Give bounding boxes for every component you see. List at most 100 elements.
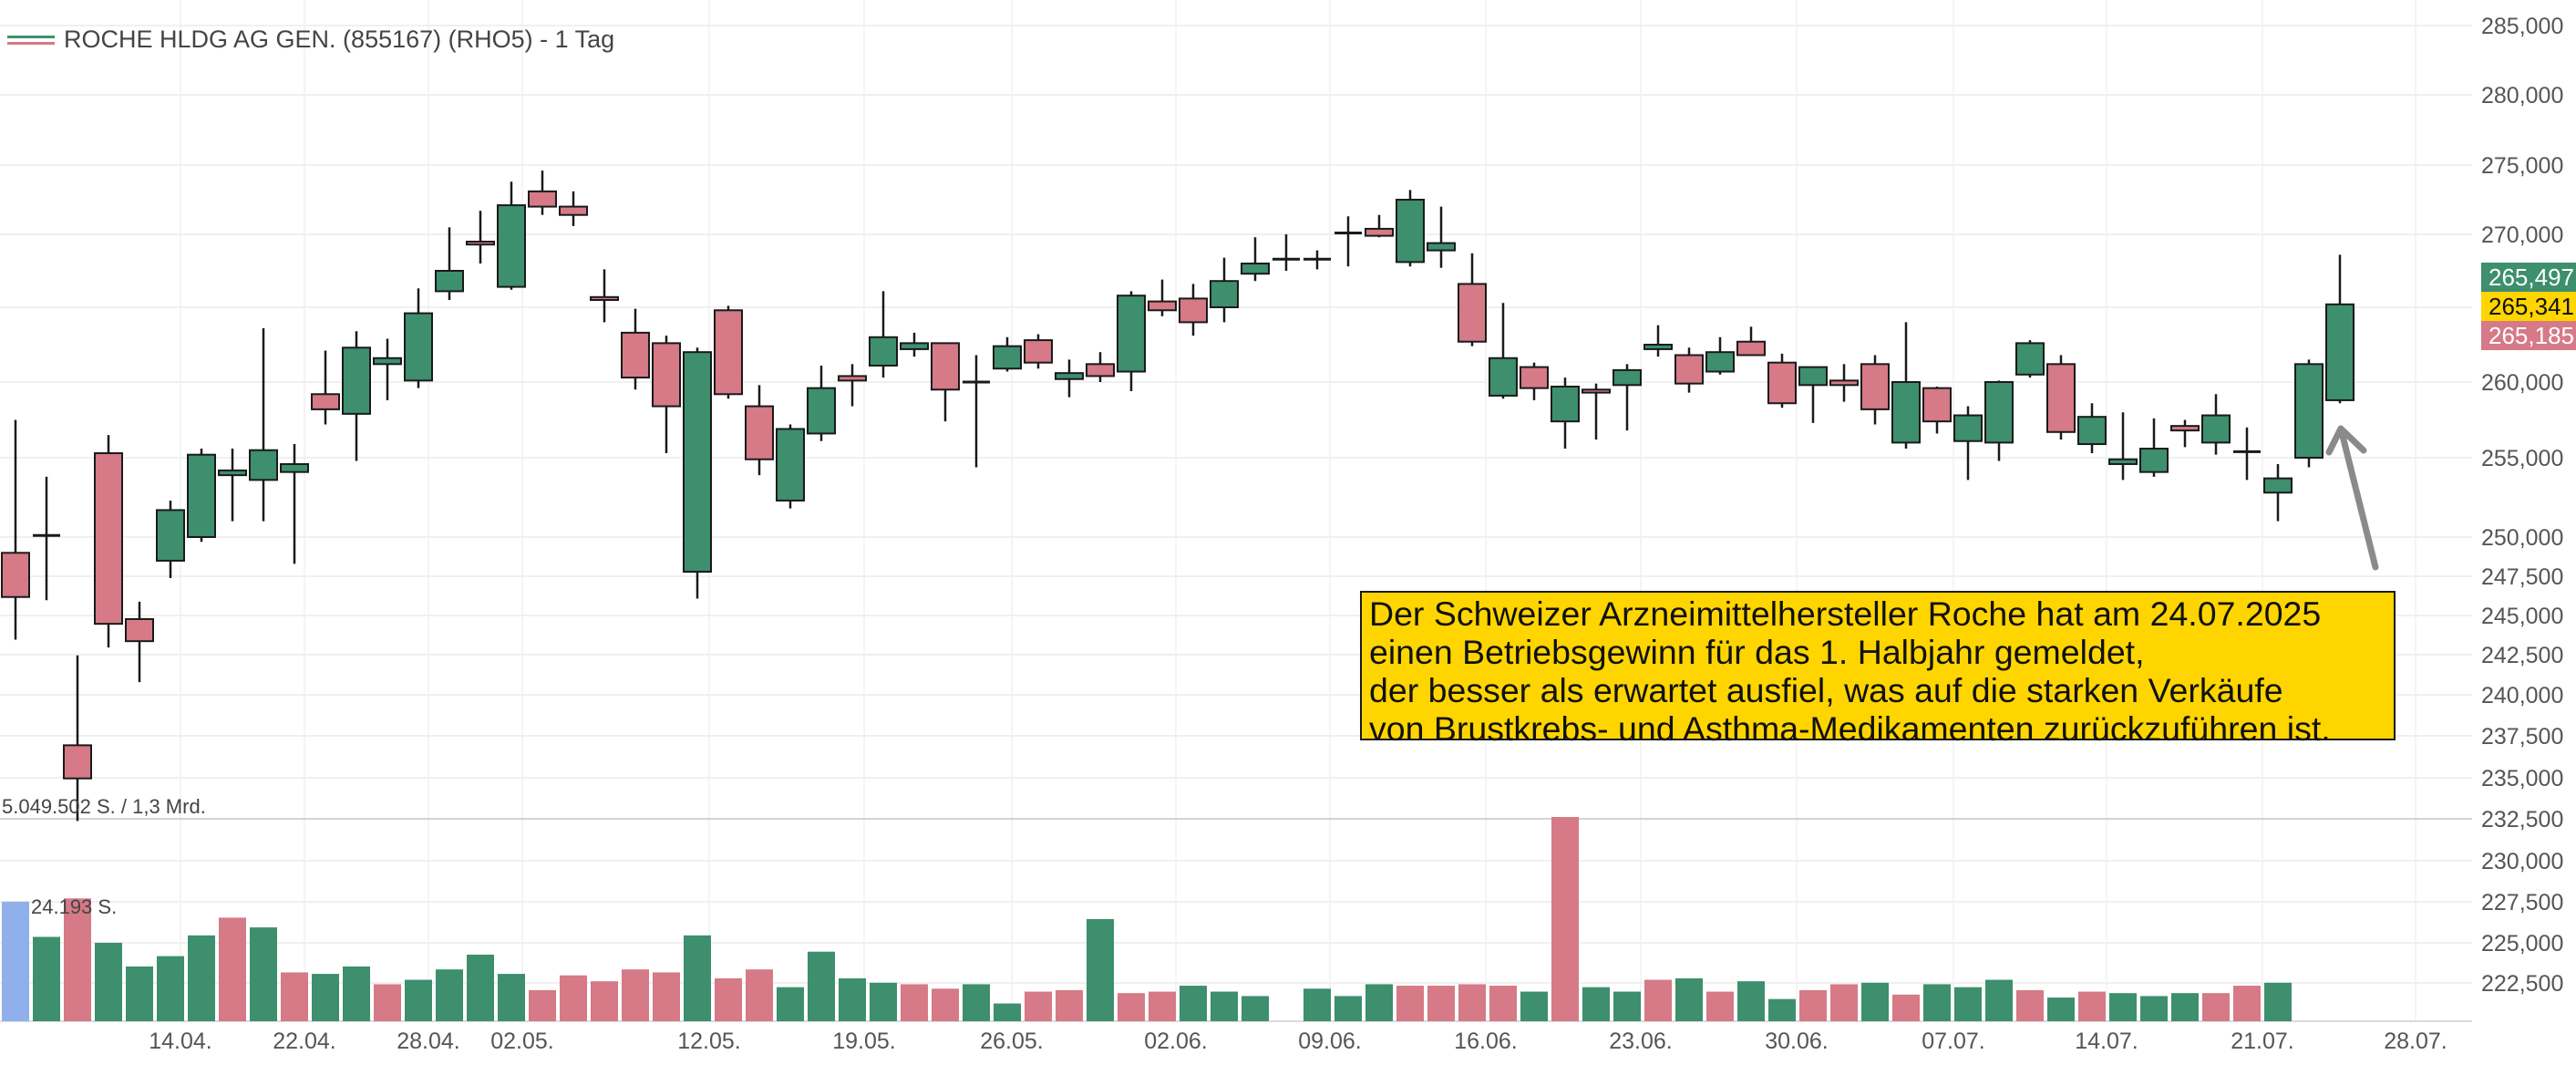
candle-body [1241,263,1270,275]
candle [1427,206,1456,268]
volume-bar [1334,996,1362,1021]
volume-bar [529,989,556,1021]
volume-bar [1706,991,1734,1021]
volume-bar [1118,993,1145,1021]
candle [249,327,278,522]
x-tick-label: 12.05. [677,1029,741,1054]
volume-bar [1211,991,1238,1021]
candle-body [838,375,867,382]
candle [1984,380,2014,461]
candle-body [2139,448,2169,473]
y-tick-label: 285,000 [2481,14,2563,39]
candle [1489,303,1518,399]
volume-bar [1799,989,1827,1021]
y-tick-label: 250,000 [2481,525,2563,551]
volume-bar [932,988,959,1021]
candle-body [156,509,185,562]
volume-bar [2109,993,2137,1021]
volume-bar [994,1003,1021,1021]
candle [497,181,526,290]
volume-bar [2047,998,2075,1021]
last-down-price: 265,185 [2488,322,2574,349]
candle-body [1953,414,1983,442]
candle [745,385,774,476]
candle-body [807,387,836,435]
candle [838,364,867,407]
volume-bar [1768,998,1796,1021]
volume-bar [746,969,773,1021]
current-price: 265,341 [2488,293,2574,320]
candle-body [1458,283,1487,343]
candle-body [311,393,340,410]
candle-body [2263,477,2293,494]
candle-body [590,295,619,301]
annotation-arrow [2325,425,2379,571]
candle-body [1736,340,1766,357]
volume-bar [405,979,432,1021]
candle-body [993,345,1022,370]
candle [435,227,464,300]
volume-bar [1551,817,1579,1021]
candle-body [1922,387,1952,423]
candle-body [2325,303,2354,401]
candle-body [466,241,495,246]
candle-body [1891,381,1921,444]
candle [963,355,990,468]
current-price-badge: 265,341 [2481,292,2576,321]
candle-body [373,357,402,366]
candle [1582,383,1611,440]
volume-bar [1923,984,1951,1021]
candle-body [652,342,681,408]
volume-bar [2,901,29,1021]
chart-legend: ROCHE HLDG AG GEN. (855167) (RHO5) - 1 T… [7,26,614,54]
candle-body [559,205,588,216]
volume-bar [1861,982,1889,1021]
volume-bars [2,817,2292,1021]
candle [2294,359,2324,468]
candle [1798,366,1828,423]
candle [1396,190,1425,267]
candle-body [218,469,247,477]
volume-bar [1675,977,1703,1021]
y-tick-label: 245,000 [2481,604,2563,629]
y-tick-label: 255,000 [2481,446,2563,471]
volume-bar [560,975,587,1021]
candle [2201,394,2231,455]
y-tick-label: 280,000 [2481,83,2563,109]
candle [900,332,929,357]
volume-bar [1180,986,1207,1021]
candle [1055,359,1084,398]
candle [776,424,805,509]
candle [1,419,30,640]
candle [187,449,216,543]
candle [807,365,836,441]
candle [1303,250,1331,270]
candle-body [2170,425,2200,432]
y-tick-label: 237,500 [2481,724,2563,750]
volume-bar [467,954,494,1021]
candle-body [900,342,929,350]
candle [1179,284,1208,336]
candle-body [1489,357,1518,397]
x-tick-label: 07.07. [1922,1029,1985,1054]
candle-body [125,617,154,643]
candle [869,291,898,378]
x-tick-label: 14.04. [149,1029,212,1054]
x-tick-label: 30.06. [1765,1029,1829,1054]
candle-body [1860,363,1890,410]
candle-body [1427,242,1456,252]
y-tick-label: 242,500 [2481,643,2563,668]
volume-bar [1396,986,1424,1021]
candle [2139,418,2169,477]
volume-bar [839,977,866,1021]
candle [652,336,681,454]
volume-bar [126,966,153,1021]
candle-body [1674,354,1704,385]
volume-bar [1025,991,1052,1021]
candle [1024,334,1053,369]
candle [2108,412,2138,481]
volume-bar [653,972,680,1021]
last-down-price-badge: 265,185 [2481,321,2576,350]
candle-body [497,204,526,288]
